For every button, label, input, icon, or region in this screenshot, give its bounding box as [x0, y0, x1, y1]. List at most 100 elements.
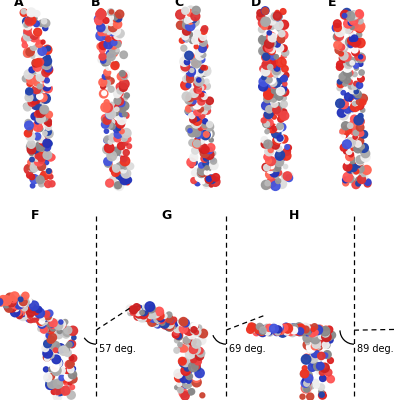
Circle shape	[203, 66, 207, 70]
Circle shape	[313, 382, 319, 388]
Circle shape	[276, 44, 284, 52]
Circle shape	[44, 78, 53, 86]
Circle shape	[203, 153, 209, 159]
Circle shape	[106, 112, 113, 119]
Circle shape	[261, 67, 270, 76]
Circle shape	[265, 39, 274, 48]
Circle shape	[192, 6, 200, 14]
Circle shape	[139, 307, 148, 316]
Circle shape	[281, 86, 287, 91]
Circle shape	[127, 163, 134, 170]
Circle shape	[261, 101, 270, 110]
Circle shape	[55, 388, 64, 396]
Circle shape	[343, 172, 353, 182]
Circle shape	[174, 370, 183, 378]
Circle shape	[352, 48, 359, 56]
Circle shape	[343, 81, 348, 86]
Circle shape	[259, 77, 268, 86]
Circle shape	[104, 29, 109, 34]
Circle shape	[277, 179, 287, 188]
Circle shape	[192, 360, 197, 365]
Circle shape	[277, 67, 284, 75]
Circle shape	[327, 376, 334, 383]
Circle shape	[304, 326, 309, 331]
Circle shape	[187, 73, 193, 79]
Circle shape	[47, 310, 53, 316]
Circle shape	[39, 174, 45, 180]
Circle shape	[273, 132, 278, 136]
Circle shape	[35, 154, 40, 159]
Circle shape	[47, 169, 51, 174]
Circle shape	[323, 351, 331, 358]
Circle shape	[200, 178, 205, 184]
Circle shape	[273, 324, 278, 329]
Circle shape	[153, 316, 161, 324]
Circle shape	[274, 173, 279, 178]
Circle shape	[109, 23, 117, 32]
Circle shape	[321, 328, 327, 334]
Circle shape	[151, 309, 160, 318]
Circle shape	[50, 324, 57, 331]
Circle shape	[33, 63, 41, 71]
Circle shape	[43, 327, 48, 332]
Circle shape	[124, 93, 129, 98]
Circle shape	[101, 57, 110, 66]
Circle shape	[265, 44, 273, 52]
Circle shape	[271, 82, 277, 88]
Circle shape	[286, 175, 293, 182]
Circle shape	[266, 327, 271, 332]
Circle shape	[342, 140, 351, 149]
Circle shape	[179, 389, 188, 398]
Circle shape	[167, 324, 173, 330]
Circle shape	[195, 142, 201, 148]
Circle shape	[36, 108, 45, 117]
Circle shape	[115, 15, 122, 22]
Circle shape	[337, 61, 344, 68]
Circle shape	[267, 16, 276, 25]
Circle shape	[178, 381, 183, 386]
Circle shape	[30, 44, 37, 50]
Circle shape	[117, 142, 125, 150]
Circle shape	[45, 317, 49, 321]
Circle shape	[10, 308, 20, 317]
Circle shape	[272, 68, 281, 76]
Circle shape	[263, 53, 270, 60]
Circle shape	[102, 91, 106, 96]
Circle shape	[65, 344, 70, 348]
Circle shape	[303, 340, 312, 350]
Circle shape	[124, 96, 128, 100]
Circle shape	[202, 146, 209, 153]
Circle shape	[191, 358, 195, 362]
Circle shape	[68, 374, 77, 383]
Circle shape	[27, 146, 36, 154]
Circle shape	[103, 35, 107, 40]
Circle shape	[343, 180, 349, 186]
Circle shape	[33, 78, 42, 87]
Circle shape	[283, 328, 287, 332]
Circle shape	[116, 120, 125, 128]
Circle shape	[135, 309, 143, 318]
Circle shape	[268, 124, 277, 133]
Circle shape	[181, 319, 189, 327]
Circle shape	[23, 17, 31, 26]
Circle shape	[278, 328, 287, 337]
Circle shape	[103, 145, 112, 154]
Circle shape	[304, 328, 312, 336]
Circle shape	[67, 342, 72, 347]
Circle shape	[37, 93, 43, 99]
Circle shape	[147, 305, 155, 313]
Circle shape	[113, 165, 120, 172]
Circle shape	[192, 36, 199, 44]
Circle shape	[318, 332, 326, 339]
Circle shape	[179, 324, 186, 330]
Circle shape	[270, 168, 279, 177]
Circle shape	[267, 158, 275, 165]
Circle shape	[267, 328, 272, 332]
Circle shape	[111, 168, 119, 176]
Circle shape	[264, 154, 271, 160]
Circle shape	[203, 178, 211, 186]
Circle shape	[30, 309, 38, 316]
Circle shape	[43, 26, 48, 31]
Circle shape	[116, 97, 124, 105]
Circle shape	[117, 40, 121, 45]
